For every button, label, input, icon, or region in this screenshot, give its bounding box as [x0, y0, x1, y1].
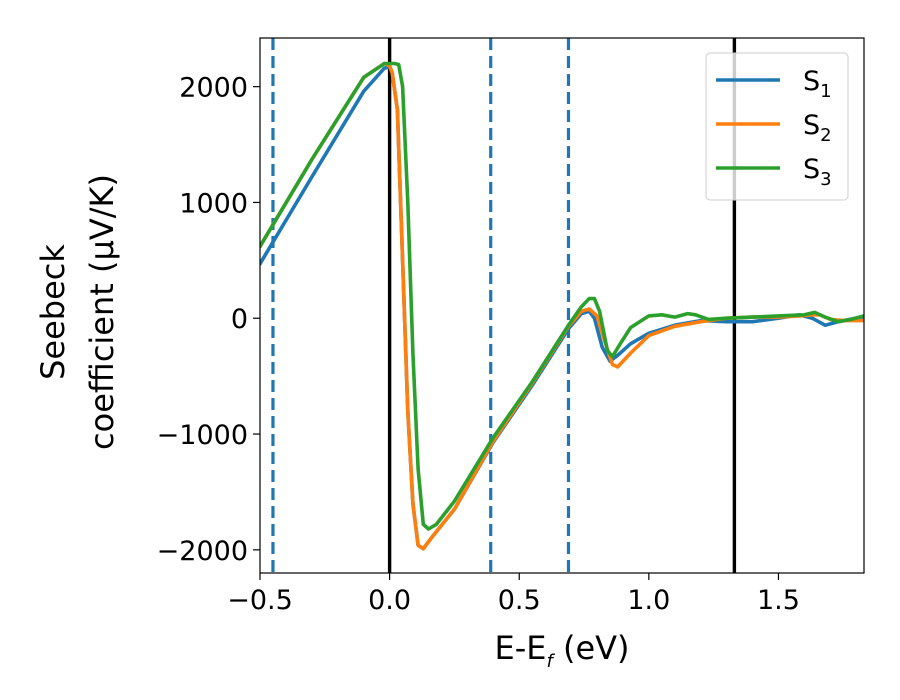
legend-label-1: S1: [803, 66, 832, 102]
x-axis-ticks: −0.5 0.0 0.5 1.0 1.5: [227, 573, 800, 616]
x-axis-title-subscript: f: [546, 651, 555, 672]
y-tick-label-1: −1000: [157, 420, 248, 451]
plot-frame: [259, 37, 865, 574]
x-tick-label-3: 1.0: [627, 585, 670, 616]
legend-label-3: S3: [803, 154, 832, 190]
y-tick-label-3: 1000: [179, 188, 248, 219]
series-line-3: [260, 61, 864, 531]
y-axis-ticks: −2000 −1000 0 1000 2000: [157, 73, 260, 567]
data-series: [260, 61, 864, 551]
x-tick-label-2: 0.5: [498, 585, 541, 616]
y-tick-label-2: 0: [231, 304, 248, 335]
x-tick-label-0: −0.5: [227, 585, 293, 616]
legend-box: [705, 52, 849, 201]
y-tick-label-0: −2000: [157, 536, 248, 567]
y-axis-title-line1: Seebeck: [34, 244, 72, 380]
reference-lines: [271, 38, 737, 573]
legend-label-2: S2: [803, 110, 832, 146]
y-tick-label-4: 2000: [179, 73, 248, 104]
x-axis-title: E-Ef (eV): [494, 629, 629, 672]
y-axis-title: Seebeck coefficient (μV/K): [34, 174, 121, 450]
y-axis-title-line2: coefficient (μV/K): [83, 174, 121, 450]
x-tick-label-1: 0.0: [368, 585, 411, 616]
x-tick-label-4: 1.5: [757, 585, 800, 616]
legend: S1 S2 S3: [705, 52, 849, 201]
